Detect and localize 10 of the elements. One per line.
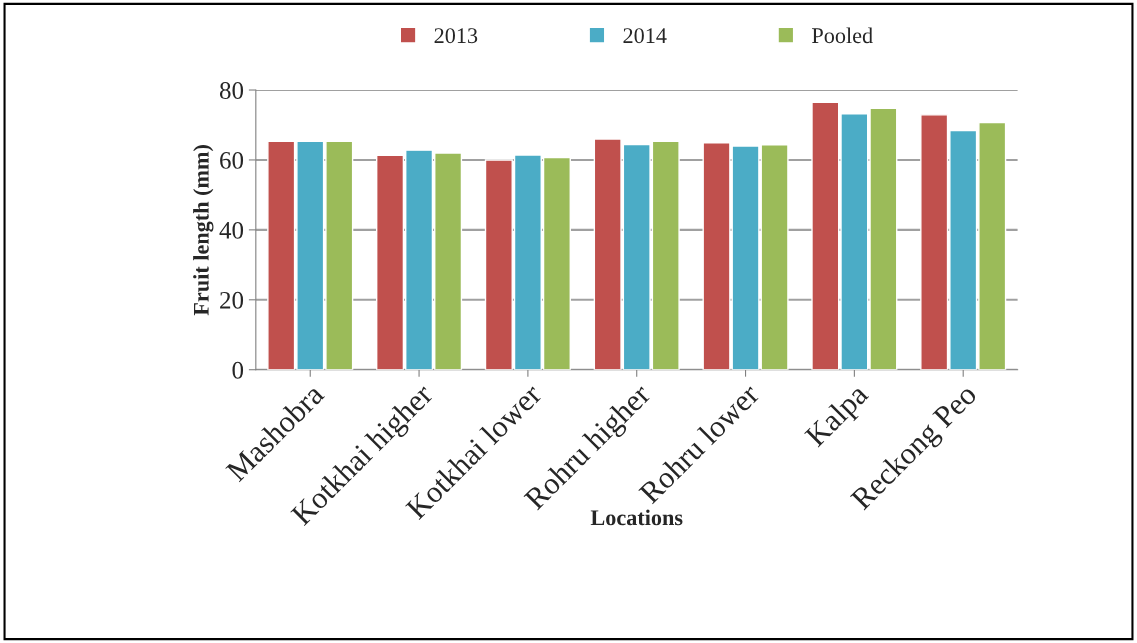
y-tick-label: 20 (220, 291, 244, 309)
y-tick-label: 80 (219, 82, 244, 99)
y-tick-label: 40 (219, 221, 244, 239)
y-tick-label: 0 (232, 361, 244, 379)
legend-label: 2014 (623, 28, 667, 44)
x-axis-title: Locations (590, 509, 683, 526)
y-tick-label: 60 (220, 152, 244, 169)
legend-label: 2013 (434, 28, 478, 44)
legend-label: Pooled (812, 27, 873, 44)
y-axis-title: Fruit length (mm) (193, 145, 214, 316)
